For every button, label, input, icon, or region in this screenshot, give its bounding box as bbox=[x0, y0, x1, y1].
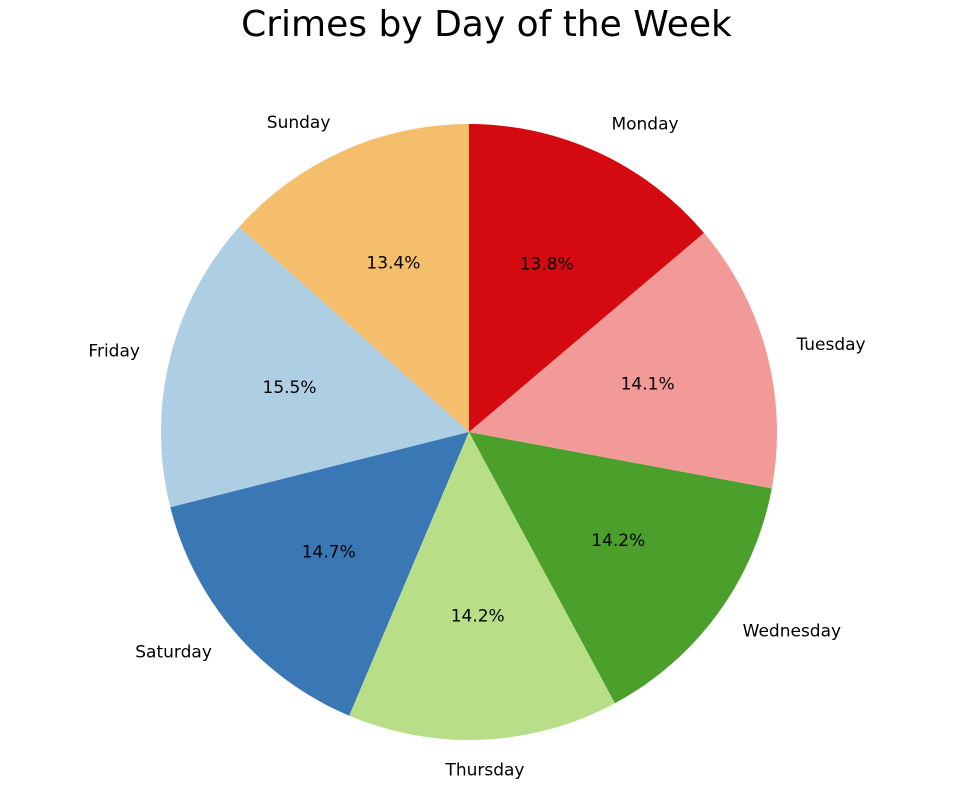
slice-label-tuesday: Tuesday bbox=[795, 335, 865, 355]
pie-slice-thursday bbox=[349, 432, 615, 741]
pct-label-saturday: 14.7% bbox=[302, 542, 356, 562]
pct-label-sunday: 13.4% bbox=[366, 253, 420, 273]
pie-slice-saturday bbox=[170, 432, 469, 716]
labels-layer: 13.4% Sunday 15.5% Friday 14.7% Saturday 14.2%… bbox=[88, 113, 865, 781]
pie-slice-friday bbox=[161, 227, 469, 508]
pie-slice-sunday bbox=[239, 124, 469, 432]
slice-label-monday: Monday bbox=[611, 115, 678, 135]
pie-slice-tuesday bbox=[469, 232, 777, 489]
slice-label-friday: Friday bbox=[88, 341, 140, 361]
chart-title: Crimes by Day of the Week bbox=[241, 4, 732, 45]
pct-label-monday: 13.8% bbox=[520, 254, 574, 274]
pie-slice-monday bbox=[469, 124, 705, 432]
pct-label-thursday: 14.2% bbox=[451, 607, 505, 627]
pie-slice-wednesday bbox=[469, 432, 772, 704]
slice-label-sunday: Sunday bbox=[267, 113, 331, 133]
slice-label-saturday: Saturday bbox=[135, 643, 212, 663]
slices-layer bbox=[161, 124, 777, 741]
pct-label-wednesday: 14.2% bbox=[591, 531, 645, 551]
pct-label-friday: 15.5% bbox=[263, 378, 317, 398]
slice-label-thursday: Thursday bbox=[444, 760, 524, 780]
pct-label-tuesday: 14.1% bbox=[621, 375, 675, 395]
slice-label-wednesday: Wednesday bbox=[743, 622, 841, 642]
